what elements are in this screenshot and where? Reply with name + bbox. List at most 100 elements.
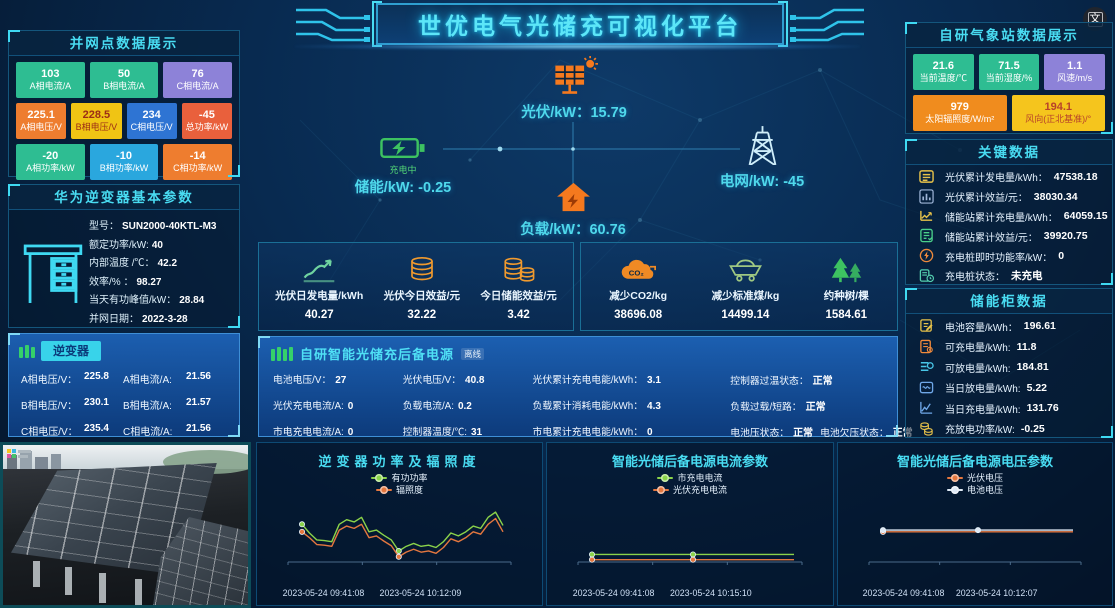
- backup-power-cell: 电池压状态： 正常 电池欠压状态： 正常: [730, 428, 913, 439]
- kv-label: 储能站累计效益/元：: [945, 232, 1038, 244]
- wave-box-icon: [919, 380, 935, 396]
- kv-label: 充电桩即时功能率/kW：: [945, 252, 1053, 264]
- storage-cabinet-panel: 储能柜数据 电池容量/kWh： 196.61 可充电量/kWh: 11.8 可放电量/k…: [905, 288, 1113, 438]
- kv-label: 可充电量/kWh:: [945, 343, 1011, 355]
- chart-legend: 市充电电流 光伏充电电流: [547, 472, 833, 496]
- stat-item: 光伏日发电量/kWh 40.27: [275, 253, 363, 321]
- load-node: 负载/kW：60.76: [490, 182, 656, 239]
- chart-plot: [868, 527, 1082, 565]
- page-title: 世优电气光储充可视化平台: [372, 1, 788, 47]
- weather-tile: 71.5 当前湿度/%: [978, 54, 1040, 90]
- storage-cabinet-title: 储能柜数据: [906, 289, 1112, 314]
- chart-title: 智能光储后备电源电流参数: [611, 454, 768, 469]
- stat-label: 光伏日发电量/kWh: [275, 289, 364, 302]
- inverter-phase-cell: A相电流/A: 21.56: [123, 371, 211, 386]
- legend-label: 辐照度: [395, 485, 423, 495]
- weather-tile: 979 太阳辐照度/W/m²: [913, 95, 1007, 131]
- legend-label: 光伏电压: [966, 473, 1003, 483]
- legend-item[interactable]: 光伏充电电流: [652, 484, 727, 496]
- equalizer-icon: [19, 344, 35, 358]
- kv-value: 131.76: [1026, 402, 1059, 415]
- stat-value: 1584.61: [825, 308, 868, 321]
- weather-tile: 1.1 风速/m/s: [1044, 54, 1106, 90]
- inverter-param-row: 效率/% ： 98.27: [89, 276, 162, 288]
- kv-label: 光伏累计发电量/kWh：: [945, 173, 1048, 185]
- weather-panel: 自研气象站数据展示 21.6 当前温度/℃ 71.5 当前湿度/% 1.1 风速/m/s 9…: [905, 22, 1113, 134]
- storage-cabinet-row: 当日放电量/kWh: 5.22: [906, 378, 1112, 399]
- kv-label: 可放电量/kWh:: [945, 363, 1011, 375]
- stat-item: CO₂ 减少CO2/kg 38696.08: [609, 253, 667, 321]
- key-data-list: 光伏累计发电量/kWh： 47538.18 光伏累计效益/元： 38030.34 储能站…: [906, 165, 1112, 286]
- kv-label: 储能站累计充电量/kWh：: [945, 212, 1058, 224]
- stat-item: 约种树/棵 1584.61: [824, 253, 869, 321]
- list-gear-icon: [919, 359, 935, 375]
- stat-item: 光伏今日效益/元 32.22: [384, 253, 460, 321]
- stat-value: 40.27: [304, 308, 334, 321]
- legend-item[interactable]: 辐照度: [375, 484, 423, 496]
- legend-label: 市充电电流: [677, 473, 723, 483]
- key-data-row: 光伏累计发电量/kWh： 47538.18: [906, 167, 1112, 187]
- grid-point-tile: -45 总功率/kW: [181, 103, 232, 139]
- coal-cart-icon: [727, 253, 764, 283]
- backup-power-table: 电池电压/V： 27 光伏电压/V： 40.8 光伏累计充电电能/kWh： 3.1 控制器过…: [259, 363, 913, 439]
- legend-marker-icon: [371, 474, 388, 482]
- chart-x-axis-labels: 2023-05-24 09:41:08 2023-05-24 10:12:07: [838, 588, 1112, 600]
- pv-label: 光伏/kW：: [521, 105, 591, 121]
- offline-badge: 离线: [461, 347, 485, 360]
- meter-icon: [919, 169, 935, 185]
- backup-power-panel: 自研智能光储充后备电源 离线 电池电压/V： 27 光伏电压/V： 40.8 光伏累计充…: [258, 336, 913, 439]
- stat-value: 38696.08: [614, 308, 663, 321]
- inverter-phase-cell: B相电压/V： 230.1: [21, 397, 109, 412]
- chart-plot: [577, 551, 803, 565]
- power-tower-icon: [744, 126, 781, 169]
- chart-plot: [287, 511, 512, 565]
- inverter-param-row: 型号： SUN2000-40KTL-M3: [89, 221, 217, 232]
- load-value: 60.76: [589, 222, 626, 238]
- backup-power-title: 自研智能光储充后备电源: [300, 347, 455, 362]
- legend-label: 有功功率: [391, 473, 428, 483]
- key-data-title: 关键数据: [906, 140, 1112, 165]
- line-chart-small-icon: [919, 400, 935, 416]
- x-axis-tick-label: 2023-05-24 10:12:07: [955, 588, 1038, 598]
- kv-value: 184.81: [1016, 361, 1049, 374]
- chart-x-axis-labels: 2023-05-24 09:41:08 2023-05-24 10:12:09: [257, 588, 542, 600]
- x-axis-tick-label: 2023-05-24 10:15:10: [669, 588, 752, 598]
- legend-marker-icon: [652, 486, 669, 494]
- kv-label: 当日充电量/kWh:: [945, 404, 1021, 416]
- key-data-row: 充电桩状态： 未充电: [906, 266, 1112, 286]
- grid-point-panel: 并网点数据展示 103 A相电流/A 50 B相电流/A 76 C相电流/A 225.1 A相…: [8, 30, 240, 180]
- kv-value: 未充电: [1011, 270, 1043, 283]
- weather-tiles: 21.6 当前温度/℃ 71.5 当前湿度/% 1.1 风速/m/s 979 太阳辐照度/W/…: [906, 48, 1112, 142]
- key-data-row: 充电桩即时功能率/kW： 0: [906, 246, 1112, 266]
- stat-label: 约种树/棵: [823, 289, 869, 302]
- eco-stats-box: CO₂ 减少CO2/kg 38696.08 减少标准煤/kg 14499.14 约种树/棵…: [580, 242, 898, 331]
- grid-point-tile: 50 B相电流/A: [89, 62, 159, 98]
- grid-point-panel-title: 并网点数据展示: [9, 31, 239, 56]
- grid-point-tile: -20 A相功率/kW: [16, 144, 85, 180]
- grid-point-tile: 225.1 A相电压/V: [16, 103, 67, 139]
- trend-icon: [919, 208, 935, 224]
- legend-item[interactable]: 电池电压: [946, 484, 1003, 496]
- trees-icon: [830, 253, 863, 283]
- grid-point-tile: 103 A相电流/A: [16, 62, 85, 98]
- house-icon: [555, 182, 592, 217]
- legend-item[interactable]: 光伏电压: [946, 472, 1003, 484]
- stat-item: 今日储能效益/元 3.42: [480, 253, 557, 321]
- legend-item[interactable]: 有功功率: [371, 472, 428, 484]
- stat-label: 减少CO2/kg: [609, 289, 668, 302]
- x-axis-tick-label: 2023-05-24 09:41:08: [282, 588, 365, 598]
- camera-logo-icon: [7, 449, 33, 459]
- weather-tile: 21.6 当前温度/℃: [913, 54, 974, 90]
- coins-small-icon: [919, 421, 935, 437]
- kv-label: 电池容量/kWh：: [945, 322, 1018, 334]
- circuit-decor-right-icon: [790, 8, 864, 42]
- load-label: 负载/kW：: [520, 222, 590, 238]
- page-title-text: 世优电气光储充可视化平台: [418, 13, 742, 39]
- grid-value: -45: [783, 174, 805, 190]
- chart-x-axis-labels: 2023-05-24 09:41:08 2023-05-24 10:15:10: [547, 588, 833, 600]
- key-data-panel: 关键数据 光伏累计发电量/kWh： 47538.18 光伏累计效益/元： 38030.…: [905, 139, 1113, 285]
- x-axis-tick-label: 2023-05-24 09:41:08: [862, 588, 945, 598]
- legend-item[interactable]: 市充电电流: [657, 472, 723, 484]
- huawei-inverter-panel: 华为逆变器基本参数 型号： SUN2000-40KTL-M3 额定功率/kW: 40 内…: [8, 184, 240, 328]
